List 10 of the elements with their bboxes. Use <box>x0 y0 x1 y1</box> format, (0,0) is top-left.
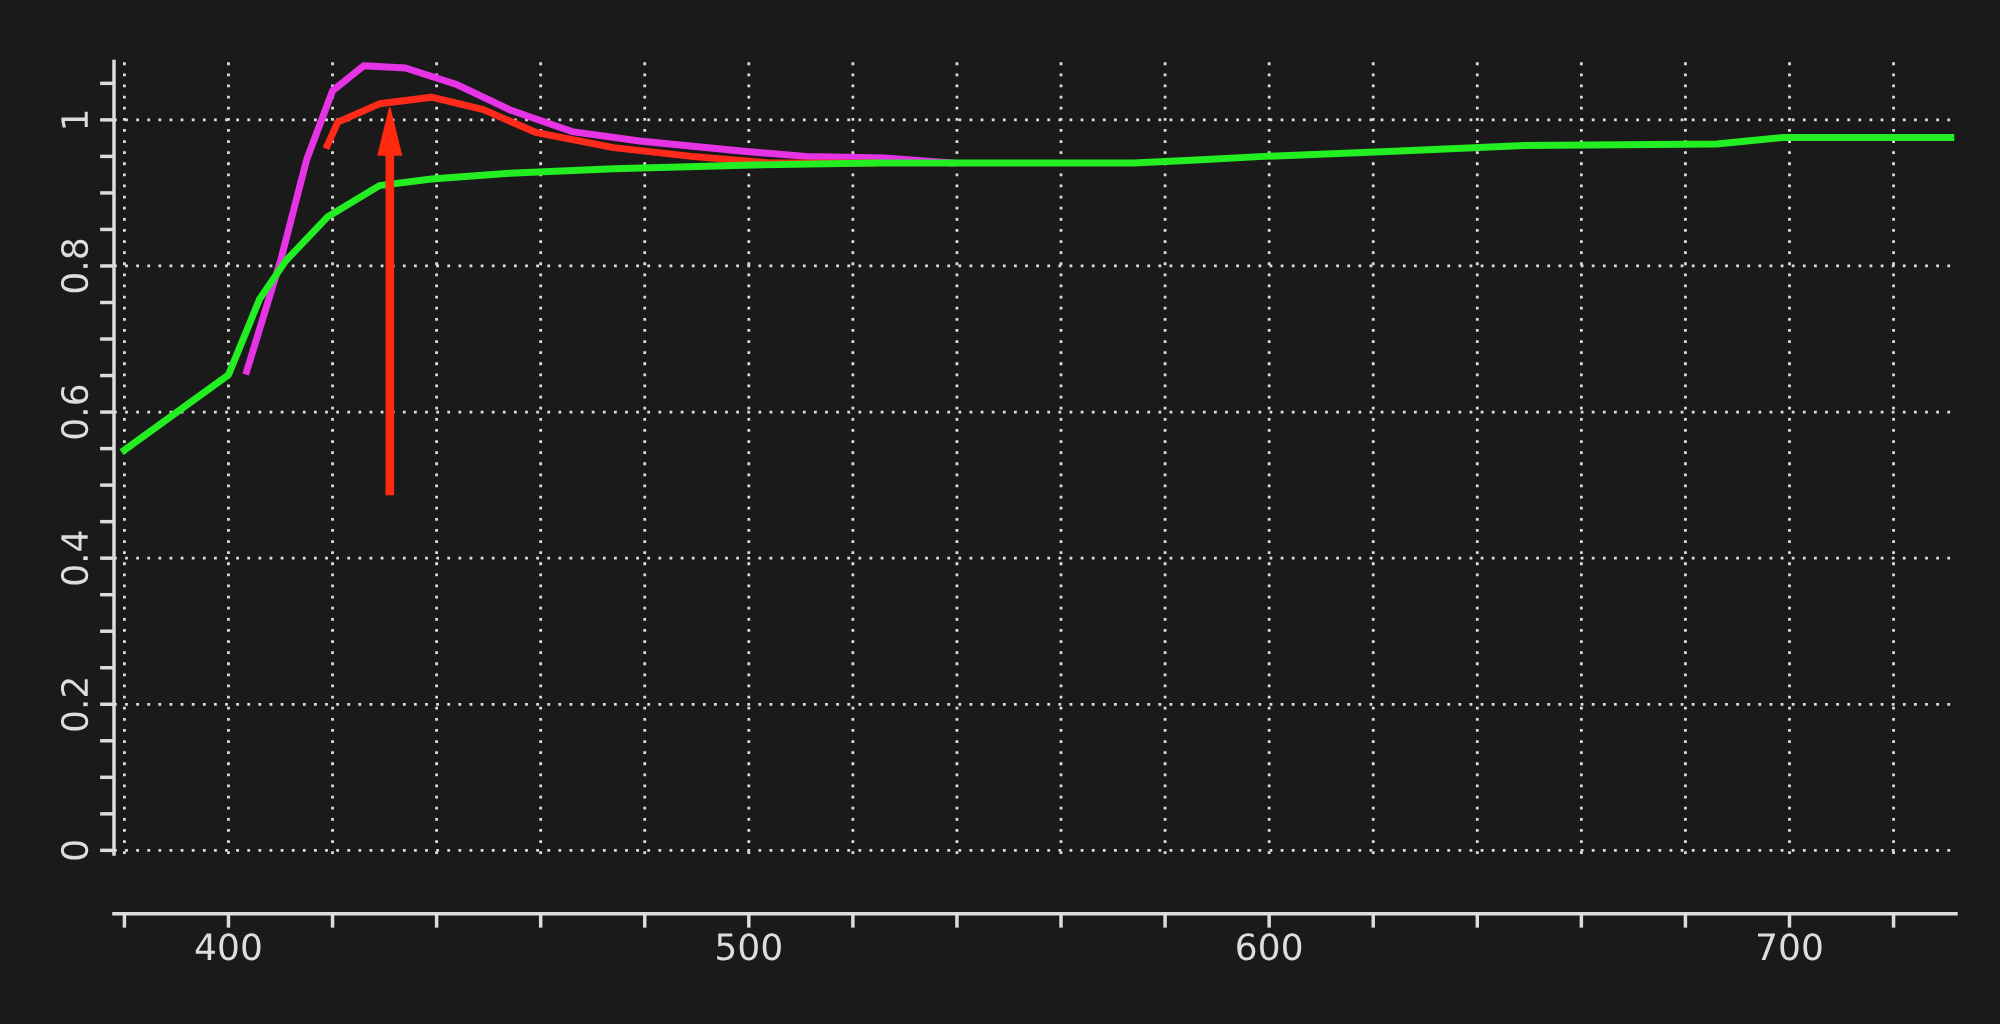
y-tick-label: 0.6 <box>60 385 89 439</box>
x-tick-label: 500 <box>717 933 781 961</box>
y-tick-label: 0 <box>60 841 89 860</box>
y-tick-label: 1 <box>61 111 88 128</box>
y-tick-label: 0.4 <box>60 531 89 585</box>
x-tick-label: 700 <box>1757 933 1822 961</box>
x-tick-label: 400 <box>195 933 261 961</box>
x-tick-label: 600 <box>1237 933 1302 961</box>
y-tick-label: 0.2 <box>60 679 89 731</box>
y-tick-label: 0.8 <box>60 239 89 293</box>
